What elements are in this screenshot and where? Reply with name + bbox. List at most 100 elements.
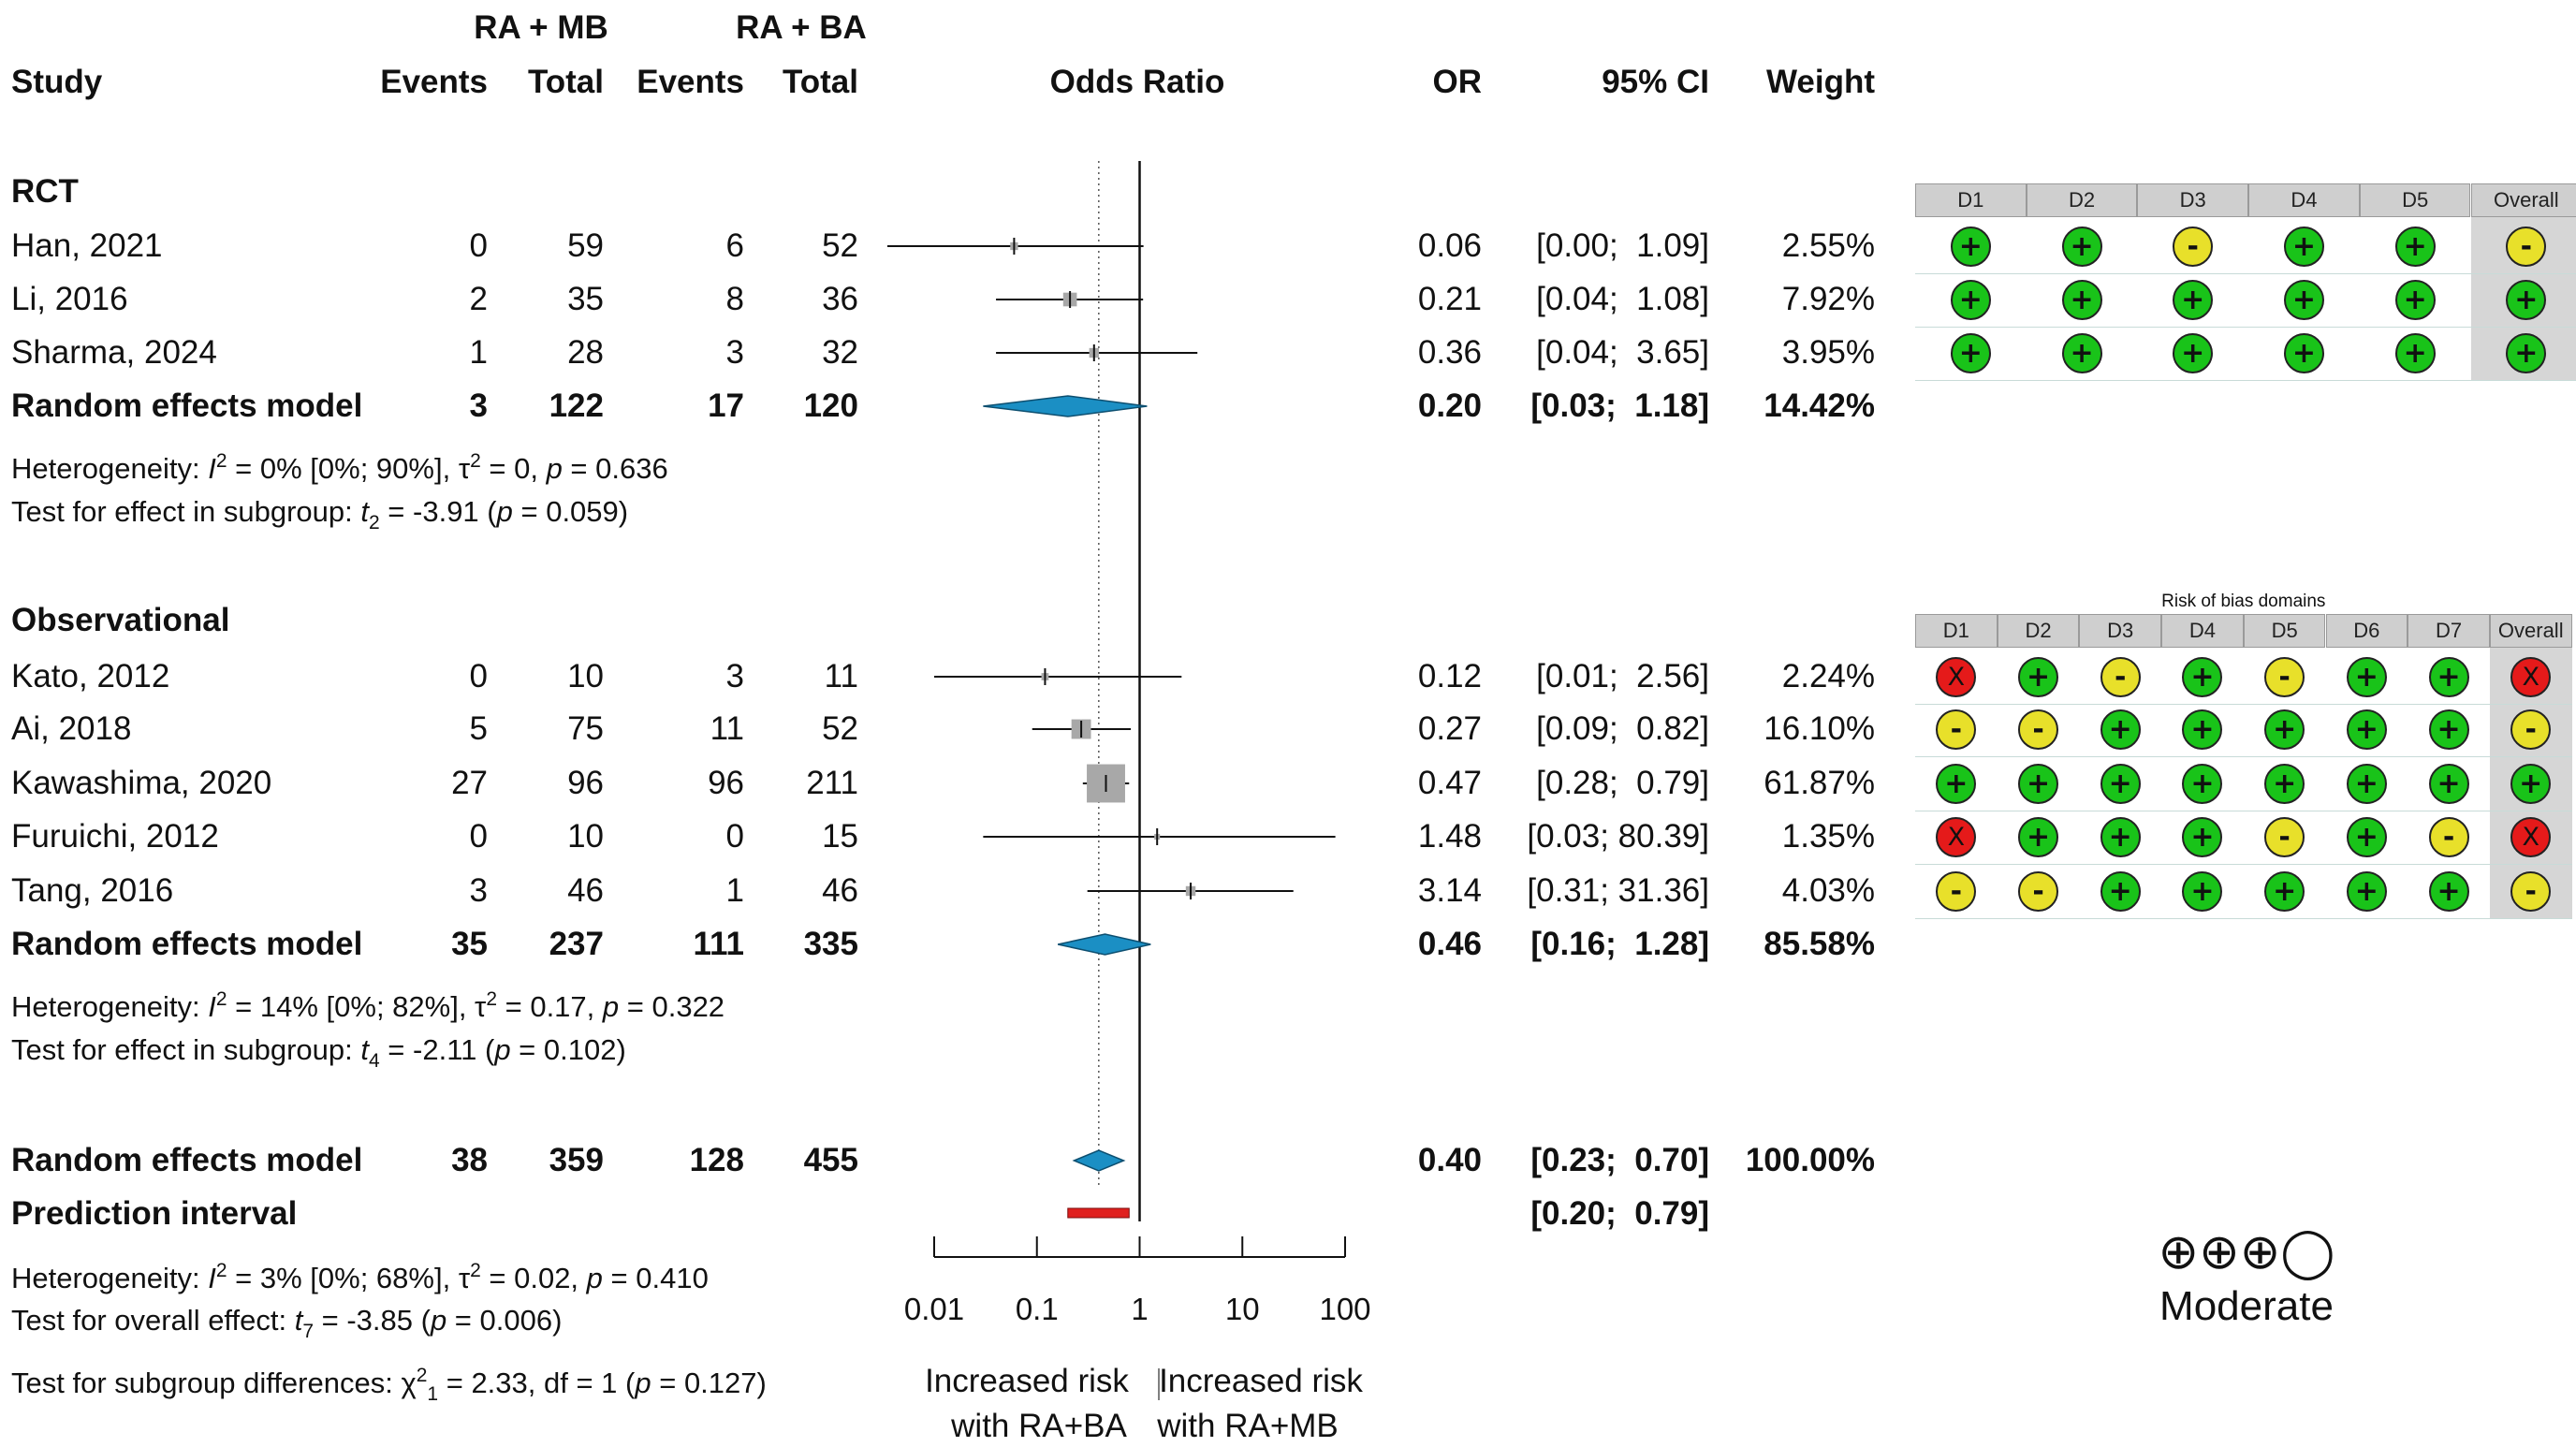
rob-obs-judgement-low-icon: + xyxy=(2182,870,2223,912)
obs-test-effect-sub: 4 xyxy=(369,1050,380,1072)
rob-rct-judgement-low-icon: + xyxy=(1950,226,1991,267)
obs-heterogeneity-tausup: 2 xyxy=(486,988,497,1010)
rob-obs-header-d4: D4 xyxy=(2161,614,2244,648)
rct-row-0-or: 0.06 xyxy=(1417,227,1482,264)
rob-obs-judgement-high-icon: X xyxy=(1936,816,1977,857)
rob-obs-judgement-low-icon: + xyxy=(2100,709,2141,750)
obs-heterogeneity-i2sup: 2 xyxy=(215,988,227,1010)
rob-rct-judgement-low-icon: + xyxy=(2283,226,2324,267)
rct-row-2-or: 0.36 xyxy=(1417,334,1482,371)
prediction-interval-label: Prediction interval xyxy=(11,1195,298,1232)
rob-obs-judgement-high-icon: X xyxy=(1936,656,1977,697)
rob-obs-judgement-some-icon: - xyxy=(2018,709,2059,750)
overall-heterogeneity-p: p xyxy=(586,1262,603,1294)
rct-test-effect: Test for effect in subgroup: t2 = -3.91 … xyxy=(11,493,628,542)
rct-row-2-total-rambn: 28 xyxy=(567,334,604,371)
obs-row-2-weight: 61.87% xyxy=(1764,765,1875,801)
rob-rct-judgement-some-icon: - xyxy=(2173,226,2214,267)
obs-row-2-total-raba: 211 xyxy=(806,765,858,801)
obs-test-effect-rest2: = 0.102) xyxy=(510,1033,626,1066)
obs-model-study: Random effects model xyxy=(11,926,363,962)
obs-row-2-study: Kawashima, 2020 xyxy=(11,765,272,801)
overall-model-ci: [0.23; 0.70] xyxy=(1530,1142,1709,1178)
obs-row-0-events-rambn: 0 xyxy=(469,658,488,694)
rob-obs-judgement-low-icon: + xyxy=(2018,816,2059,857)
x-axis-tick-label-0: 0.01 xyxy=(903,1292,965,1326)
rct-row-2-events-rambn: 1 xyxy=(469,334,488,371)
obs-heterogeneity: Heterogeneity: I2 = 14% [0%; 82%], τ2 = … xyxy=(11,981,724,1026)
header-events-rambn: Events xyxy=(380,64,488,100)
rob-obs-judgement-some-icon: - xyxy=(2100,656,2141,697)
rct-row-2-total-raba: 32 xyxy=(822,334,858,371)
rct-row-0-weight: 2.55% xyxy=(1781,227,1875,264)
rct-heterogeneity-rest1: = 0, xyxy=(480,452,547,485)
overall-test-effect-rest1: = -3.85 ( xyxy=(314,1304,431,1337)
obs-row-2-ci: [0.28; 0.79] xyxy=(1536,765,1709,801)
rct-model-total-rambn: 122 xyxy=(549,387,604,424)
rct-heterogeneity-p: p xyxy=(546,452,563,485)
obs-row-4-ci: [0.31; 31.36] xyxy=(1527,872,1709,909)
obs-row-1-total-rambn: 75 xyxy=(567,710,604,747)
overall-test-effect-rest2: = 0.006) xyxy=(446,1304,563,1337)
header-or: OR xyxy=(1432,64,1483,100)
overall-test-effect-prefix: Test for overall effect: xyxy=(11,1304,295,1337)
rct-row-0-ci: [0.00; 1.09] xyxy=(1536,227,1709,264)
rob-rct-header-d5: D5 xyxy=(2359,183,2471,217)
obs-test-effect-rest1: = -2.11 ( xyxy=(379,1033,495,1066)
rob-rct-judgement-low-icon: + xyxy=(2283,279,2324,320)
overall-model-total-raba: 455 xyxy=(803,1142,858,1178)
rct-model-total-raba: 120 xyxy=(803,387,858,424)
rct-row-1-events-raba: 8 xyxy=(725,281,744,317)
subgroup-differences-test-p: p xyxy=(635,1367,651,1399)
summary-diamond-2 xyxy=(1072,1149,1126,1172)
obs-test-effect-p: p xyxy=(494,1033,511,1066)
obs-row-2-events-rambn: 27 xyxy=(451,765,488,801)
obs-row-4-study: Tang, 2016 xyxy=(11,872,174,909)
x-axis-tick-label-4: 100 xyxy=(1319,1292,1371,1326)
rob-rct-row-divider-1 xyxy=(1915,327,2576,328)
rob-obs-judgement-low-icon: + xyxy=(2182,709,2223,750)
overall-heterogeneity-rest1: = 0.02, xyxy=(480,1262,587,1294)
rob-rct-header-d2: D2 xyxy=(2026,183,2138,217)
rob-rct-judgement-low-icon: + xyxy=(2506,279,2547,320)
rob-obs-header-d5: D5 xyxy=(2243,614,2326,648)
x-axis-tick-label-3: 10 xyxy=(1224,1292,1260,1326)
rob-rct-judgement-low-icon: + xyxy=(2061,279,2102,320)
rct-row-0-events-raba: 6 xyxy=(725,227,744,264)
obs-model-total-rambn: 237 xyxy=(549,926,604,962)
header-events-raba: Events xyxy=(637,64,744,100)
obs-heterogeneity-mid: = 14% [0%; 82%], τ xyxy=(227,990,487,1023)
rct-test-effect-t: t xyxy=(360,495,369,528)
rob-obs-judgement-low-icon: + xyxy=(2182,763,2223,804)
obs-row-1-events-rambn: 5 xyxy=(469,710,488,747)
obs-row-2-events-raba: 96 xyxy=(708,765,744,801)
obs-row-0-total-rambn: 10 xyxy=(567,658,604,694)
rob-rct-row-divider-2 xyxy=(1915,380,2576,381)
rob-obs-row-divider-3 xyxy=(1915,864,2572,865)
rob-obs-judgement-low-icon: + xyxy=(1936,763,1977,804)
overall-model-total-rambn: 359 xyxy=(549,1142,604,1178)
overall-heterogeneity-rest2: = 0.410 xyxy=(602,1262,709,1294)
rob-obs-judgement-low-icon: + xyxy=(2428,709,2469,750)
rct-row-0-events-rambn: 0 xyxy=(469,227,488,264)
subgroup-differences-test-rest1: = 2.33, df = 1 ( xyxy=(438,1367,636,1399)
subgroup-differences-test-chi: χ xyxy=(401,1367,417,1399)
rct-row-1-total-raba: 36 xyxy=(822,281,858,317)
rob-obs-header-d3: D3 xyxy=(2079,614,2162,648)
rob-rct-judgement-low-icon: + xyxy=(2506,332,2547,373)
rct-subgroup-title: RCT xyxy=(11,173,79,210)
rob-rct-judgement-low-icon: + xyxy=(2061,226,2102,267)
rob-rct-judgement-some-icon: - xyxy=(2506,226,2547,267)
rob-obs-judgement-low-icon: + xyxy=(2346,816,2387,857)
obs-row-0-or: 0.12 xyxy=(1417,658,1482,694)
rct-heterogeneity-tausup: 2 xyxy=(470,450,481,472)
obs-subgroup-title: Observational xyxy=(11,602,230,638)
obs-row-4-total-raba: 46 xyxy=(822,872,858,909)
rct-heterogeneity-prefix: Heterogeneity: xyxy=(11,452,209,485)
obs-row-3-total-raba: 15 xyxy=(822,818,858,855)
obs-row-0-study: Kato, 2012 xyxy=(11,658,170,694)
rob-obs-judgement-low-icon: + xyxy=(2346,870,2387,912)
rob-rct-row-divider-0 xyxy=(1915,273,2576,274)
obs-heterogeneity-rest1: = 0.17, xyxy=(497,990,603,1023)
rct-test-effect-rest2: = 0.059) xyxy=(512,495,629,528)
